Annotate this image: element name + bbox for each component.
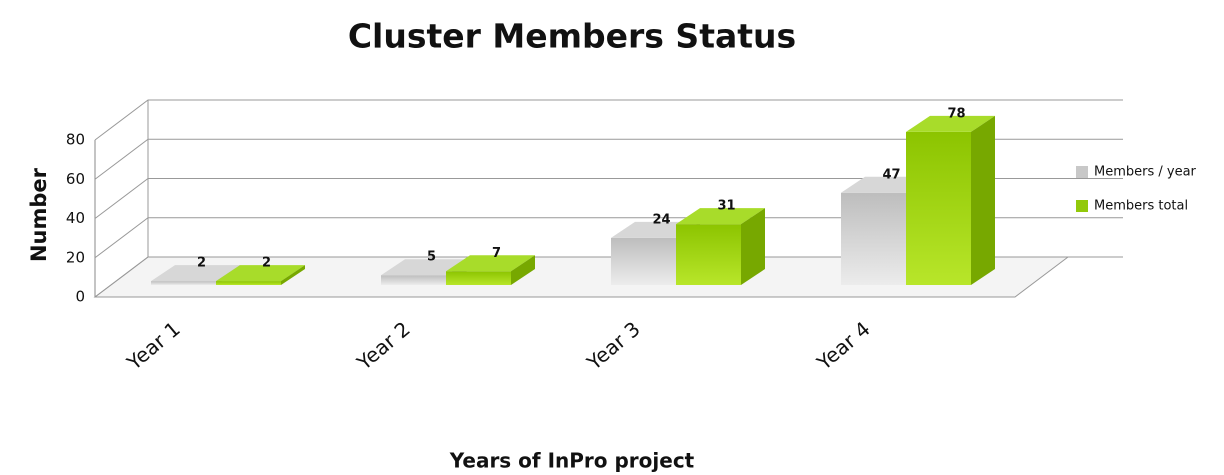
bar bbox=[446, 271, 511, 285]
legend-label: Members total bbox=[1094, 199, 1188, 214]
bar bbox=[611, 237, 676, 285]
value-label: 5 bbox=[427, 250, 436, 265]
x-tick-label: Year 2 bbox=[351, 317, 414, 376]
bar-top bbox=[446, 255, 535, 272]
bar-top bbox=[151, 265, 240, 282]
legend-label: Members / year bbox=[1094, 165, 1197, 180]
bar-side bbox=[971, 115, 995, 285]
y-tick-label: 80 bbox=[66, 131, 85, 149]
bar bbox=[676, 224, 741, 285]
y-axis-title: Number bbox=[27, 167, 51, 262]
y-tick-label: 20 bbox=[66, 248, 85, 266]
value-label: 2 bbox=[197, 256, 206, 271]
x-tick-label: Year 3 bbox=[581, 317, 644, 376]
value-label: 7 bbox=[492, 246, 501, 261]
legend-swatch bbox=[1076, 200, 1088, 212]
grid-line bbox=[94, 178, 1123, 219]
y-tick-label: 60 bbox=[66, 170, 85, 188]
bar-top bbox=[676, 208, 765, 225]
bar bbox=[381, 275, 446, 285]
grid-line bbox=[94, 217, 1123, 259]
chart-title: Cluster Members Status bbox=[348, 17, 796, 56]
value-label: 2 bbox=[262, 256, 271, 271]
bar-top bbox=[906, 115, 995, 132]
bar bbox=[151, 281, 216, 285]
value-label: 24 bbox=[652, 212, 670, 227]
x-axis-title: Years of InPro project bbox=[449, 449, 695, 473]
x-tick-label: Year 4 bbox=[811, 317, 874, 376]
bar-top bbox=[216, 265, 305, 282]
x-tick-label: Year 1 bbox=[121, 317, 184, 376]
bar-side bbox=[741, 208, 765, 285]
value-label: 47 bbox=[882, 167, 900, 182]
bar bbox=[841, 192, 906, 285]
bar-side bbox=[511, 255, 535, 285]
bar bbox=[906, 131, 971, 285]
value-label: 78 bbox=[947, 106, 965, 121]
grid-line bbox=[94, 256, 1123, 298]
value-label: 31 bbox=[717, 199, 735, 214]
y-tick-label: 40 bbox=[66, 209, 85, 227]
legend-swatch bbox=[1076, 166, 1088, 178]
y-tick-label: 0 bbox=[75, 288, 85, 306]
grid-line bbox=[94, 99, 1123, 141]
grid-line bbox=[94, 138, 1123, 180]
bar-side bbox=[281, 265, 305, 285]
bar bbox=[216, 281, 281, 285]
